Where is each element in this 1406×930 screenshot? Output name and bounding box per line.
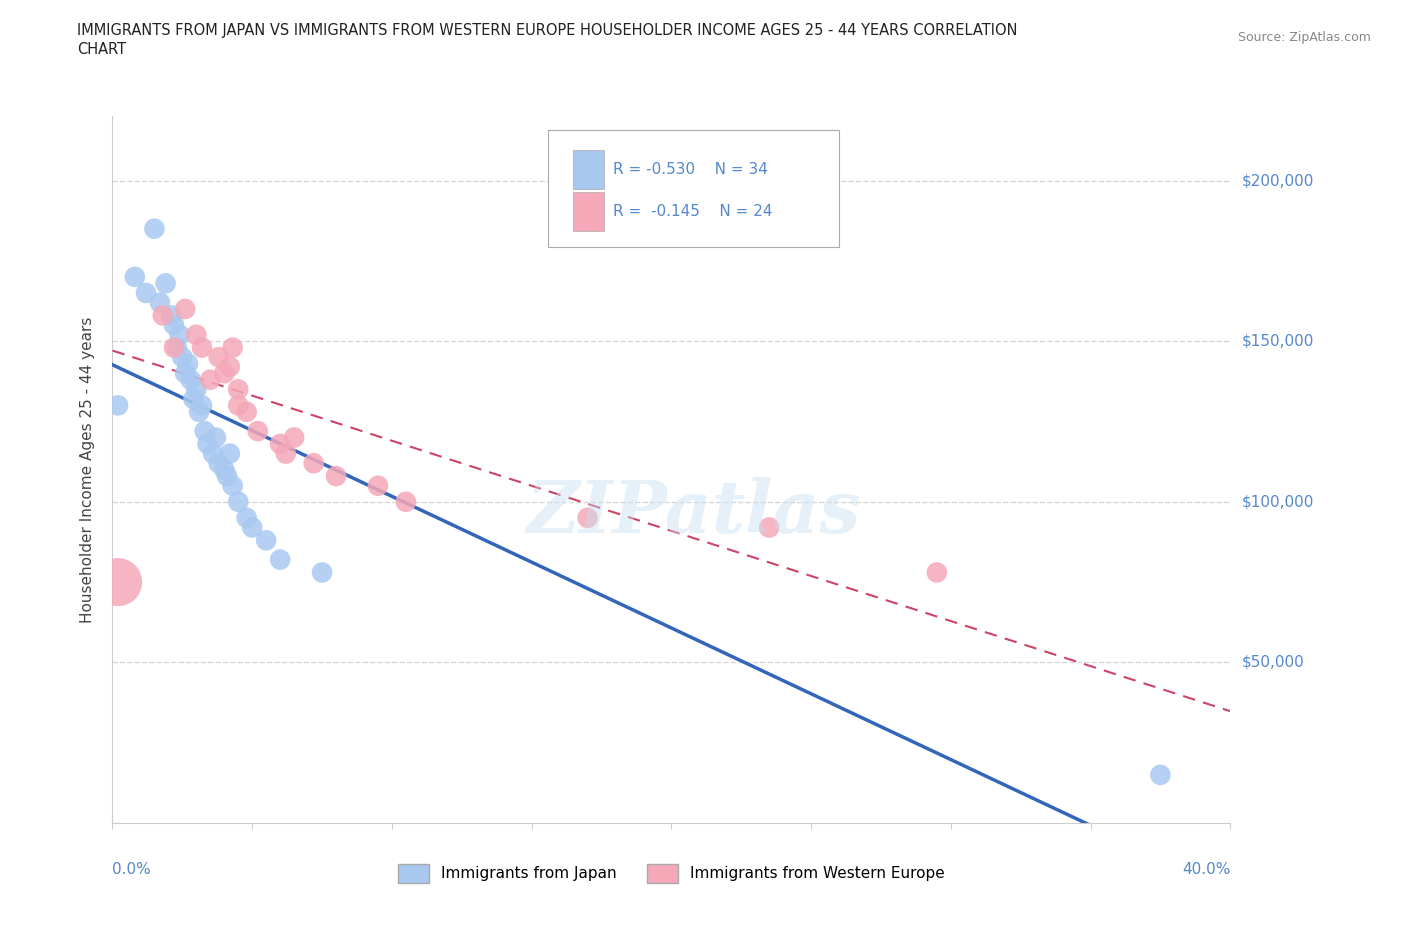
- Point: [149, 295, 172, 310]
- Point: [186, 382, 208, 397]
- Point: [246, 424, 269, 439]
- Point: [226, 398, 249, 413]
- Point: [254, 533, 277, 548]
- Point: [311, 565, 333, 580]
- Point: [214, 462, 236, 477]
- Text: $50,000: $50,000: [1241, 655, 1305, 670]
- Point: [200, 372, 222, 387]
- Point: [226, 495, 249, 510]
- Y-axis label: Householder Income Ages 25 - 44 years: Householder Income Ages 25 - 44 years: [80, 316, 96, 623]
- Point: [107, 398, 129, 413]
- Point: [226, 382, 249, 397]
- Point: [208, 350, 231, 365]
- Point: [235, 405, 257, 419]
- Point: [194, 424, 217, 439]
- Point: [274, 446, 297, 461]
- Point: [169, 327, 191, 342]
- FancyBboxPatch shape: [574, 150, 605, 189]
- Point: [180, 372, 202, 387]
- Text: $150,000: $150,000: [1241, 334, 1313, 349]
- Point: [367, 478, 389, 493]
- Point: [172, 350, 194, 365]
- Text: R =  -0.145    N = 24: R = -0.145 N = 24: [613, 205, 773, 219]
- Point: [163, 340, 186, 355]
- Text: IMMIGRANTS FROM JAPAN VS IMMIGRANTS FROM WESTERN EUROPE HOUSEHOLDER INCOME AGES : IMMIGRANTS FROM JAPAN VS IMMIGRANTS FROM…: [77, 23, 1018, 38]
- Point: [186, 327, 208, 342]
- Point: [183, 392, 205, 406]
- Point: [221, 340, 243, 355]
- Point: [166, 340, 188, 355]
- Text: R = -0.530    N = 34: R = -0.530 N = 34: [613, 162, 768, 177]
- Point: [576, 511, 599, 525]
- Point: [208, 456, 231, 471]
- Point: [221, 478, 243, 493]
- Point: [325, 469, 347, 484]
- Point: [218, 359, 240, 374]
- Point: [107, 575, 129, 590]
- Point: [215, 469, 238, 484]
- Point: [269, 436, 291, 451]
- Point: [174, 365, 197, 380]
- Point: [283, 430, 305, 445]
- Point: [160, 308, 183, 323]
- Point: [177, 356, 200, 371]
- Point: [188, 405, 211, 419]
- Point: [1149, 767, 1171, 782]
- Point: [135, 286, 157, 300]
- Point: [205, 430, 228, 445]
- Point: [214, 365, 236, 380]
- Point: [395, 495, 418, 510]
- Text: $200,000: $200,000: [1241, 173, 1313, 188]
- Point: [758, 520, 780, 535]
- Text: CHART: CHART: [77, 42, 127, 57]
- Point: [302, 456, 325, 471]
- Legend: Immigrants from Japan, Immigrants from Western Europe: Immigrants from Japan, Immigrants from W…: [398, 864, 945, 883]
- Point: [191, 398, 214, 413]
- Point: [155, 276, 177, 291]
- Point: [191, 340, 214, 355]
- Point: [218, 446, 240, 461]
- Point: [197, 436, 219, 451]
- Point: [163, 318, 186, 333]
- Point: [240, 520, 263, 535]
- Text: $100,000: $100,000: [1241, 494, 1313, 510]
- Point: [152, 308, 174, 323]
- Point: [143, 221, 166, 236]
- Text: 0.0%: 0.0%: [112, 862, 152, 877]
- Text: Source: ZipAtlas.com: Source: ZipAtlas.com: [1237, 31, 1371, 44]
- FancyBboxPatch shape: [574, 193, 605, 232]
- Point: [269, 552, 291, 567]
- Point: [174, 301, 197, 316]
- Point: [202, 446, 225, 461]
- Text: ZIPatlas: ZIPatlas: [527, 476, 860, 548]
- Point: [124, 270, 146, 285]
- FancyBboxPatch shape: [548, 130, 839, 247]
- Point: [235, 511, 257, 525]
- Text: 40.0%: 40.0%: [1182, 862, 1230, 877]
- Point: [925, 565, 948, 580]
